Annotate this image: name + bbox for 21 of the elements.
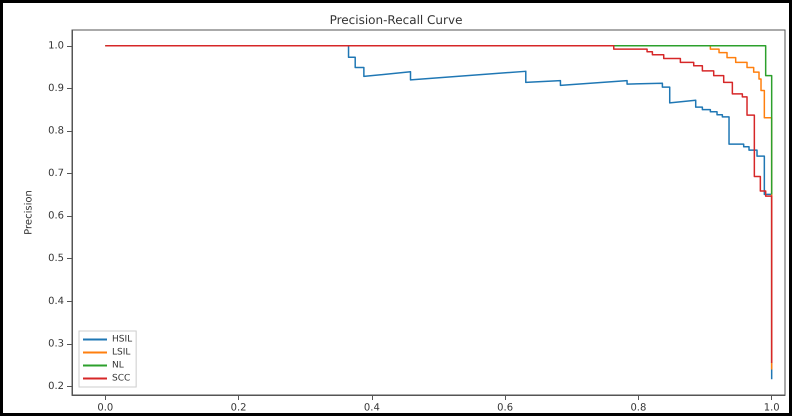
x-tick-label: 0.4 [364, 402, 380, 414]
y-tick-label: 0.3 [48, 338, 64, 350]
y-tick-label: 0.4 [48, 296, 64, 307]
y-tick-label: 1.0 [48, 40, 64, 52]
y-tick-label: 0.6 [48, 210, 64, 222]
chart-title: Precision-Recall Curve [330, 13, 462, 27]
y-tick-label: 0.5 [48, 253, 64, 264]
legend-label: HSIL [112, 334, 132, 344]
y-tick-label: 0.7 [48, 168, 64, 180]
y-tick-label: 0.9 [48, 82, 64, 94]
x-tick-label: 0.6 [497, 402, 514, 414]
x-tick-label: 0.2 [230, 402, 247, 414]
x-tick-label: 0.0 [97, 402, 114, 414]
x-tick-label: 1.0 [764, 402, 780, 414]
legend-label: SCC [112, 374, 130, 384]
legend-label: NL [112, 360, 124, 370]
y-axis-title: Precision [24, 190, 34, 235]
legend-label: LSIL [112, 348, 130, 358]
x-tick-label: 0.8 [630, 402, 646, 414]
y-tick-label: 0.8 [48, 125, 64, 136]
y-tick-label: 0.2 [48, 380, 64, 392]
